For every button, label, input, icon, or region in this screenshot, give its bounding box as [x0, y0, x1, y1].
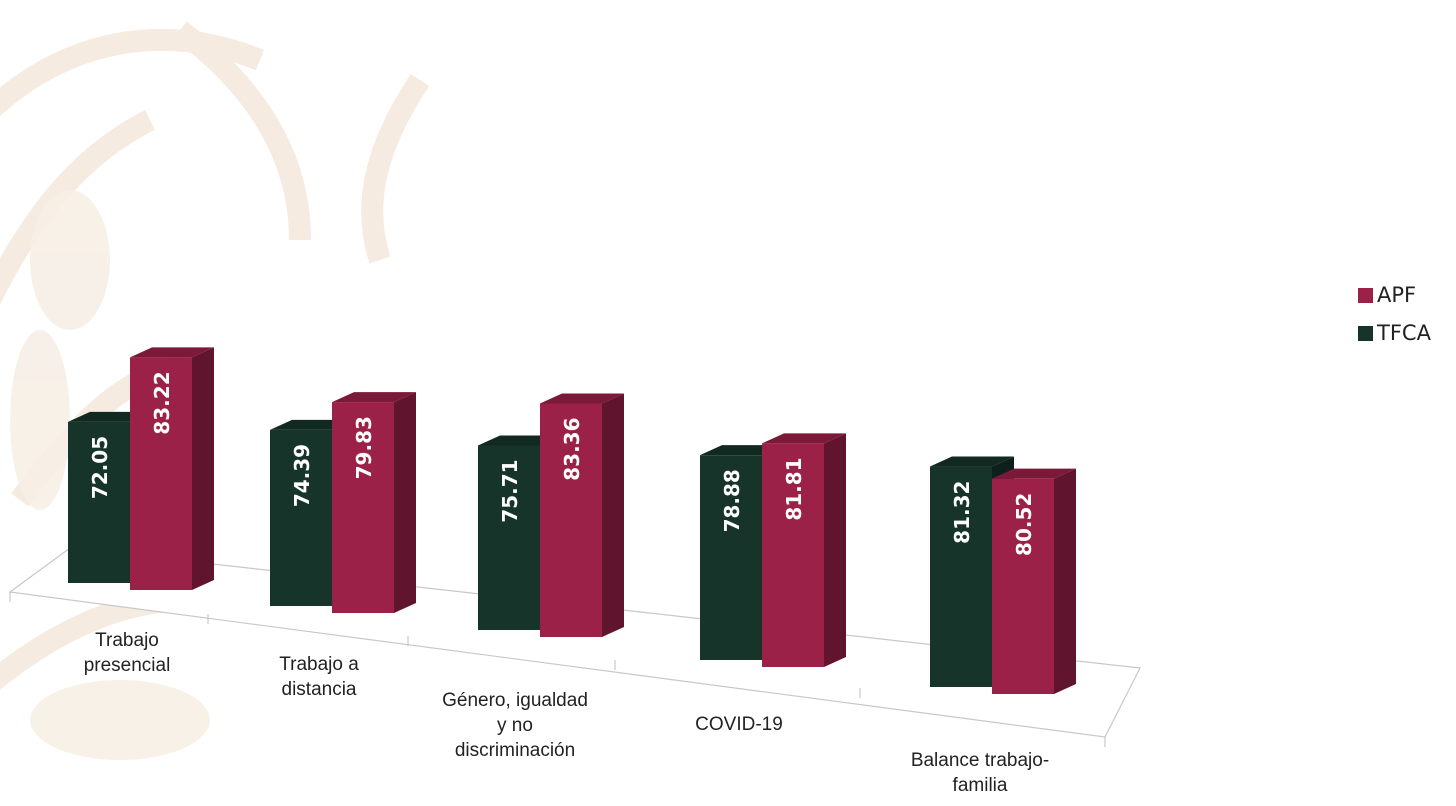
bar-front-apf-4 [762, 443, 824, 667]
bars-layer: 72.05 83.22 74.39 79.83 75.71 83.36 78.88 81.81… [68, 347, 1076, 694]
bar-front-tfca-1 [68, 421, 130, 583]
bar-top-apf-1 [130, 347, 214, 358]
bar-apf-1: 83.22 [130, 347, 214, 590]
category-label-line: discriminación [454, 740, 576, 761]
bar-front-apf-1 [130, 357, 192, 590]
value-label-apf-5: 80.52 [1012, 493, 1036, 556]
bar-front-tfca-4 [700, 455, 762, 660]
value-label-tfca-3: 75.71 [498, 459, 522, 522]
value-label-apf-2: 79.83 [352, 416, 376, 479]
bar-tfca-4: 78.88 [700, 445, 784, 660]
value-label-tfca-1: 72.05 [88, 436, 112, 499]
bar-front-tfca-2 [270, 429, 332, 606]
category-label-4: COVID-19 [624, 712, 854, 737]
legend: APF TFCA [1358, 276, 1431, 352]
bar-front-apf-5 [992, 478, 1054, 694]
bar-front-apf-2 [332, 402, 394, 613]
bar-front-tfca-5 [930, 466, 992, 687]
bar-top-apf-3 [540, 393, 624, 404]
legend-swatch-apf [1358, 287, 1373, 303]
category-label-line: presencial [83, 655, 171, 676]
category-label-line: Trabajo a [279, 654, 359, 675]
bar-top-apf-2 [332, 392, 416, 403]
bar-top-apf-4 [762, 433, 846, 444]
value-label-apf-4: 81.81 [782, 457, 806, 520]
bar-side-apf-1 [192, 347, 214, 590]
category-label-2: Trabajo a distancia [204, 652, 434, 702]
bar-apf-3: 83.36 [540, 393, 624, 637]
value-label-tfca-5: 81.32 [950, 481, 974, 544]
value-label-tfca-2: 74.39 [290, 444, 314, 507]
category-label-1: Trabajo presencial [12, 628, 242, 678]
legend-swatch-tfca [1358, 325, 1373, 341]
category-label-line: Género, igualdad [442, 690, 588, 711]
bar-front-tfca-3 [478, 445, 540, 630]
bar-top-tfca-5 [930, 456, 1014, 467]
value-label-tfca-4: 78.88 [720, 469, 744, 532]
bar-side-apf-5 [1054, 468, 1076, 694]
bar-apf-2: 79.83 [332, 392, 416, 613]
bar-side-apf-2 [394, 392, 416, 613]
legend-item-tfca: TFCA [1358, 314, 1431, 352]
bar-apf-4: 81.81 [762, 433, 846, 667]
category-label-line: distancia [281, 679, 357, 700]
category-label-3: Género, igualdad y no discriminación [400, 688, 630, 763]
legend-item-apf: APF [1358, 276, 1431, 314]
legend-label-apf: APF [1377, 283, 1417, 307]
category-label-5: Balance trabajo-familia [865, 748, 1095, 798]
legend-label-tfca: TFCA [1377, 321, 1431, 345]
category-label-line: COVID-19 [695, 714, 783, 735]
bar-front-apf-3 [540, 403, 602, 637]
bar-apf-5: 80.52 [992, 468, 1076, 694]
bar-side-apf-3 [602, 393, 624, 637]
bar-top-apf-5 [992, 468, 1076, 479]
value-label-apf-3: 83.36 [560, 417, 584, 480]
category-label-line: Trabajo [95, 630, 159, 651]
category-label-line: y no [497, 715, 533, 736]
category-label-line: Balance trabajo- [910, 750, 1050, 771]
value-label-apf-1: 83.22 [150, 371, 174, 434]
category-label-line: familia [952, 775, 1008, 796]
bar-side-apf-4 [824, 433, 846, 667]
